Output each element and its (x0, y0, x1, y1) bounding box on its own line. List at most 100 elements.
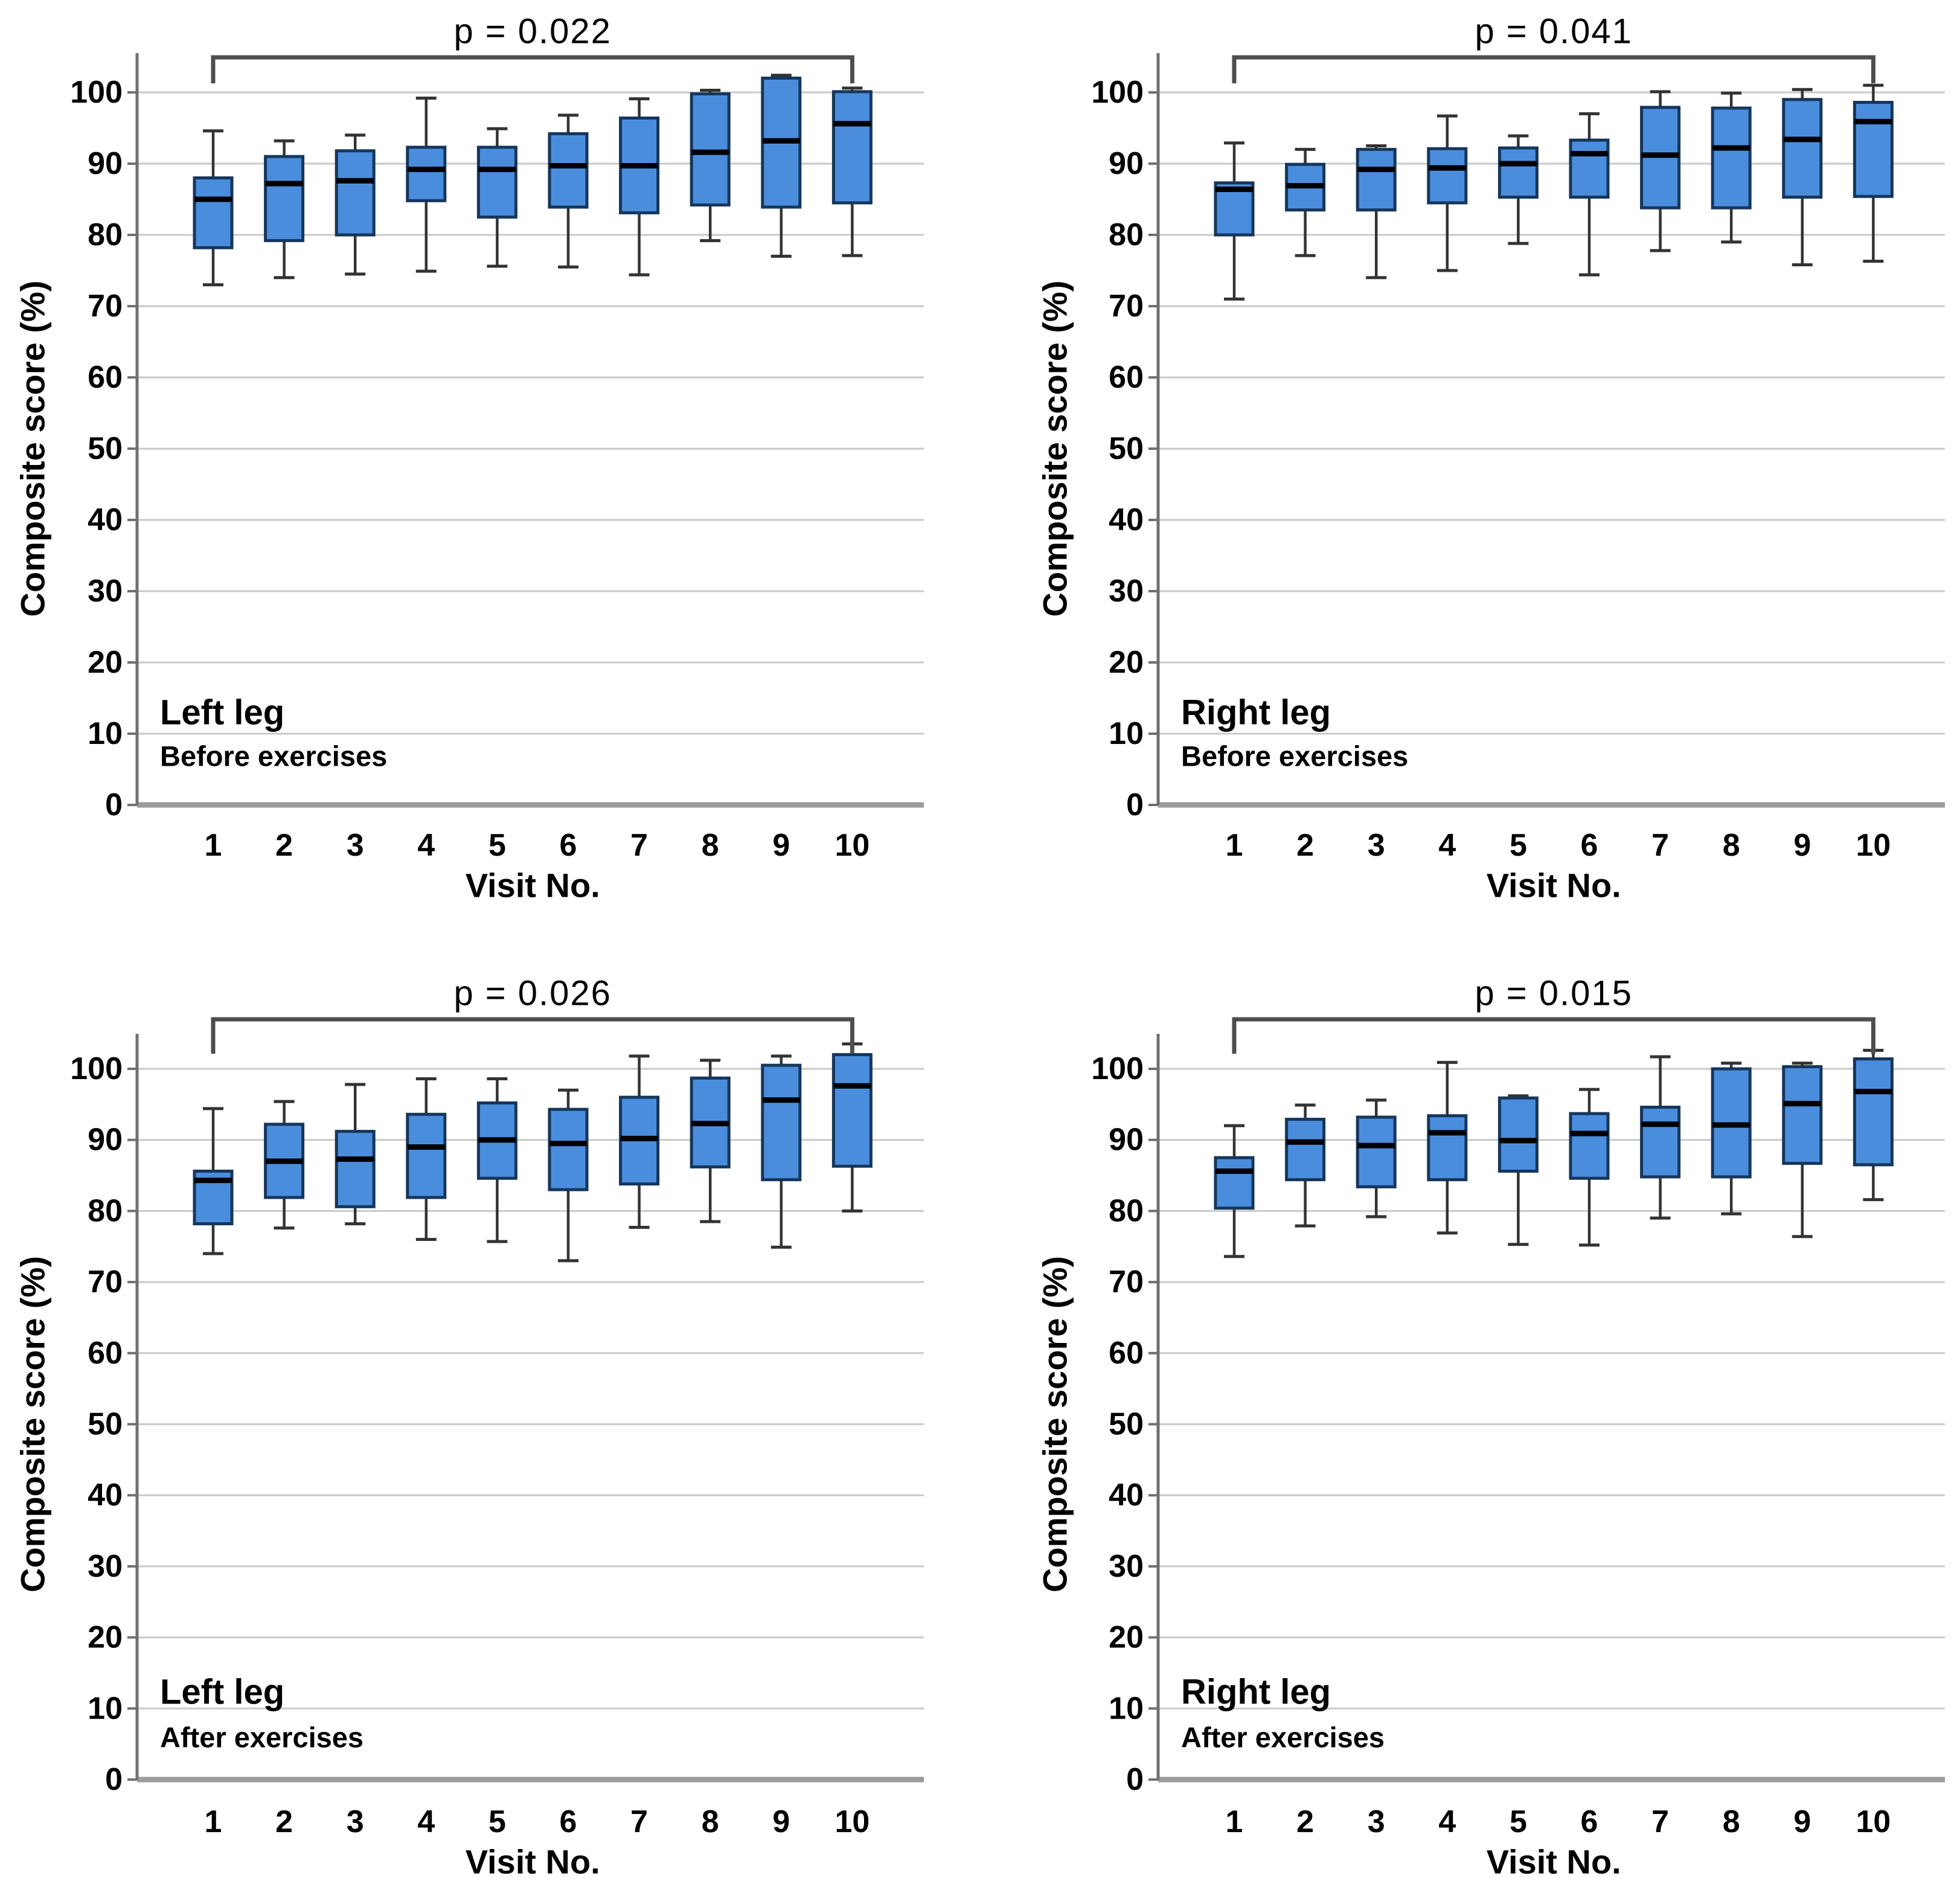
box-visit-2 (1285, 147, 1326, 257)
box-visit-8 (1711, 1062, 1752, 1216)
x-tick-label-4: 4 (1438, 1804, 1456, 1839)
box-visit-7 (1640, 1055, 1681, 1220)
x-tick-label-5: 5 (488, 1804, 506, 1839)
y-tick-label-70: 70 (1109, 289, 1144, 324)
p-value-label: p = 0.015 (1475, 974, 1633, 1013)
y-tick-label-100: 100 (1091, 1051, 1144, 1086)
iqr-box (1497, 1096, 1539, 1173)
iqr-box (1853, 1057, 1894, 1167)
group-label: Right leg (1181, 693, 1331, 732)
y-tick-label-40: 40 (1109, 502, 1144, 537)
box-visit-2 (1285, 1103, 1326, 1228)
x-tick-label-3: 3 (1368, 828, 1385, 863)
y-tick-label-70: 70 (1109, 1264, 1144, 1300)
iqr-box (476, 146, 517, 219)
iqr-box (1782, 1065, 1823, 1165)
p-value-label: p = 0.022 (453, 12, 612, 51)
x-tick-label-4: 4 (417, 828, 435, 863)
y-tick-label-10: 10 (88, 1691, 123, 1726)
x-tick-label-5: 5 (1510, 1804, 1527, 1839)
y-tick-label-10: 10 (1109, 1691, 1144, 1726)
x-tick-label-2: 2 (1296, 828, 1314, 863)
y-tick-label-100: 100 (1091, 75, 1144, 110)
iqr-box (193, 176, 234, 249)
x-tick-label-1: 1 (1226, 1804, 1243, 1839)
boxplot-left-leg-after: 0 10 20 30 40 50 60 70 80 90 100 1 2 3 4 5 6 7 8 9 10 p = 0.0… (14, 974, 924, 1878)
panel-right-leg-before: 0 10 20 30 40 50 60 70 80 90 100 1 2 3 4 5 6 7 8 9 10 p = 0.0… (980, 0, 1960, 939)
y-tick-label-50: 50 (1109, 431, 1144, 466)
x-tick-label-8: 8 (1723, 1804, 1740, 1839)
x-tick-label-1: 1 (205, 828, 222, 863)
iqr-box (1497, 146, 1539, 199)
y-axis-title: Composite score (%) (14, 1256, 52, 1592)
boxplot-right-leg-before: 0 10 20 30 40 50 60 70 80 90 100 1 2 3 4 5 6 7 8 9 10 p = 0.0… (1036, 12, 1945, 905)
box-visit-6 (1569, 112, 1610, 277)
y-tick-label-0: 0 (105, 787, 123, 822)
iqr-box (1569, 138, 1610, 199)
y-tick-label-30: 30 (1109, 574, 1144, 609)
iqr-box (264, 155, 305, 242)
x-tick-label-3: 3 (1368, 1804, 1385, 1839)
iqr-box (1356, 147, 1397, 212)
x-tick-label-4: 4 (417, 1804, 435, 1839)
x-axis-title: Visit No. (1487, 1843, 1621, 1878)
iqr-box (335, 149, 376, 237)
significance-bracket (1232, 55, 1875, 83)
y-tick-label-80: 80 (1109, 217, 1144, 252)
y-tick-label-30: 30 (1109, 1549, 1144, 1584)
box-visit-4 (406, 1077, 447, 1241)
y-tick-label-70: 70 (88, 1264, 123, 1300)
iqr-box (335, 1130, 376, 1208)
y-tick-label-70: 70 (88, 289, 123, 324)
panel-left-leg-after: 0 10 20 30 40 50 60 70 80 90 100 1 2 3 4 5 6 7 8 9 10 p = 0.0… (0, 939, 980, 1878)
y-tick-label-0: 0 (105, 1762, 123, 1797)
y-tick-label-90: 90 (1109, 146, 1144, 181)
y-tick-label-0: 0 (1126, 1762, 1144, 1797)
significance-bracket (211, 55, 854, 83)
y-tick-label-60: 60 (88, 1336, 123, 1371)
x-tick-label-2: 2 (275, 1804, 293, 1839)
y-tick-label-50: 50 (88, 1407, 123, 1442)
x-tick-label-10: 10 (1856, 1804, 1891, 1839)
y-tick-label-90: 90 (1109, 1123, 1144, 1158)
x-tick-label-6: 6 (1581, 828, 1598, 863)
x-tick-label-9: 9 (772, 828, 790, 863)
x-tick-label-8: 8 (702, 828, 719, 863)
x-tick-label-6: 6 (560, 1804, 577, 1839)
significance-bracket (211, 1017, 854, 1054)
box-visit-9 (1782, 88, 1823, 267)
x-tick-label-3: 3 (347, 828, 364, 863)
x-tick-label-9: 9 (1793, 828, 1811, 863)
box-visit-7 (619, 97, 660, 277)
box-visit-1 (193, 1107, 234, 1255)
box-visit-9 (1782, 1062, 1823, 1239)
box-visit-5 (1497, 134, 1539, 245)
x-tick-label-2: 2 (1296, 1804, 1314, 1839)
iqr-box (406, 1112, 447, 1199)
y-tick-label-30: 30 (88, 1549, 123, 1584)
iqr-box (831, 1053, 873, 1168)
y-tick-label-80: 80 (88, 217, 123, 252)
box-visit-1 (1214, 1124, 1255, 1258)
significance-bracket (1232, 1017, 1875, 1054)
y-tick-label-60: 60 (1109, 1336, 1144, 1371)
iqr-box (1782, 98, 1823, 199)
x-tick-label-9: 9 (772, 1804, 790, 1839)
p-value-label: p = 0.041 (1475, 12, 1633, 51)
y-tick-label-50: 50 (88, 431, 123, 466)
panel-left-leg-before: 0 10 20 30 40 50 60 70 80 90 100 1 2 3 4 5 6 7 8 9 10 p = 0.0… (0, 0, 980, 939)
box-visit-3 (1356, 1098, 1397, 1219)
x-tick-label-7: 7 (1651, 1804, 1669, 1839)
box-visit-10 (1853, 1048, 1894, 1202)
x-tick-label-2: 2 (275, 828, 293, 863)
condition-label: Before exercises (1181, 740, 1408, 772)
y-tick-label-20: 20 (88, 645, 123, 680)
box-visit-8 (690, 88, 731, 242)
x-tick-label-3: 3 (347, 1804, 364, 1839)
x-tick-label-7: 7 (630, 828, 648, 863)
box-visit-3 (1356, 144, 1397, 280)
y-tick-label-0: 0 (1126, 787, 1144, 822)
y-axis-title: Composite score (%) (1036, 281, 1074, 617)
box-visit-8 (690, 1059, 731, 1223)
